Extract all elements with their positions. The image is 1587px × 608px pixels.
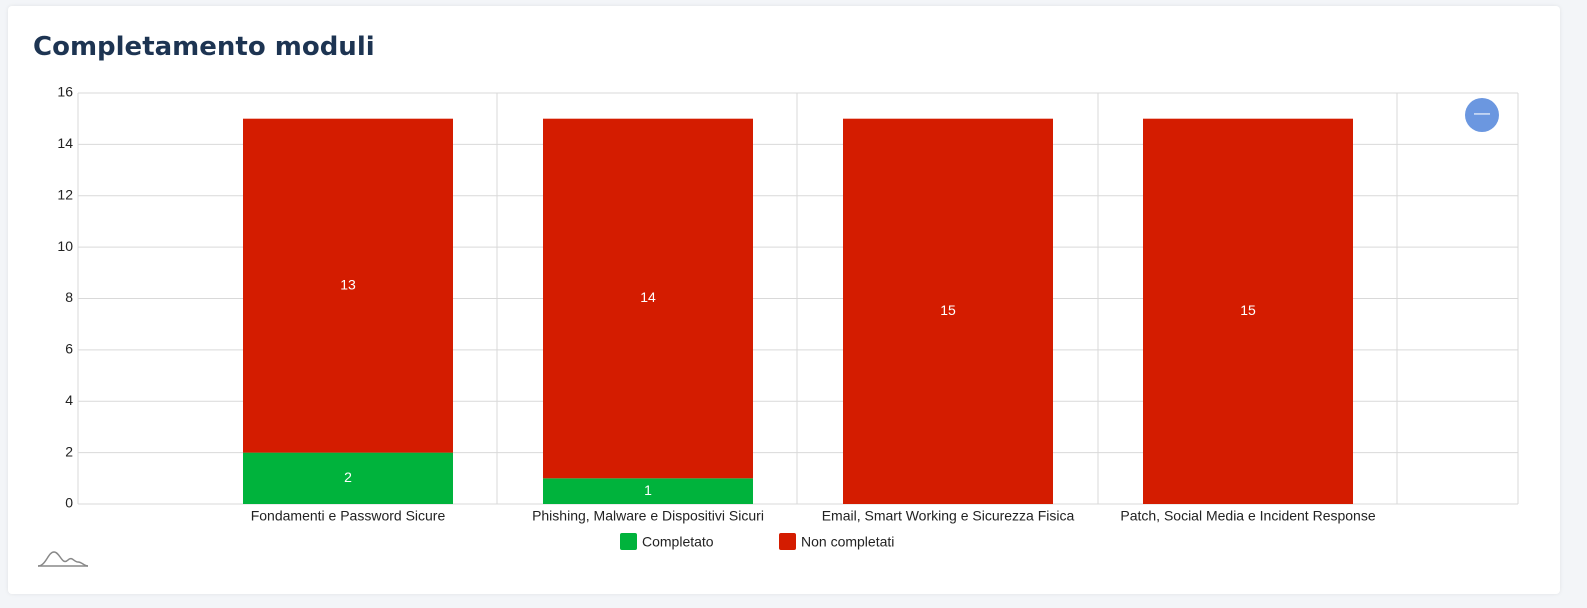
data-label: 15 xyxy=(1240,302,1256,318)
logo-icon xyxy=(37,551,89,567)
collapse-button[interactable]: — xyxy=(1465,98,1499,132)
data-label: 13 xyxy=(340,276,356,292)
bar-segment xyxy=(543,118,753,479)
bar-segment xyxy=(543,478,753,504)
data-label: 14 xyxy=(640,289,656,305)
x-tick-label: Patch, Social Media e Incident Response xyxy=(1120,508,1375,524)
bar-segment xyxy=(243,118,453,453)
y-tick-label: 8 xyxy=(65,289,73,305)
chart-title: Completamento moduli xyxy=(33,32,375,62)
data-label: 1 xyxy=(644,482,652,498)
bar-segment xyxy=(843,118,1053,504)
bar-segment xyxy=(1143,118,1353,504)
x-tick-label: Fondamenti e Password Sicure xyxy=(251,508,446,524)
y-tick-label: 4 xyxy=(65,392,73,408)
y-tick-label: 0 xyxy=(65,495,73,511)
legend-label: Non completati xyxy=(801,534,894,550)
y-tick-label: 12 xyxy=(57,186,73,202)
legend-swatch xyxy=(620,533,637,550)
data-label: 15 xyxy=(940,302,956,318)
x-tick-label: Phishing, Malware e Dispositivi Sicuri xyxy=(532,508,764,524)
y-tick-label: 14 xyxy=(57,135,73,151)
y-tick-label: 16 xyxy=(57,84,73,100)
data-label: 2 xyxy=(344,469,352,485)
y-tick-label: 10 xyxy=(57,238,73,254)
legend-swatch xyxy=(779,533,796,550)
y-tick-label: 6 xyxy=(65,341,73,357)
x-tick-label: Email, Smart Working e Sicurezza Fisica xyxy=(822,508,1075,524)
y-tick-label: 2 xyxy=(65,443,73,459)
legend-label: Completato xyxy=(642,534,714,550)
bar-segment xyxy=(243,452,453,504)
